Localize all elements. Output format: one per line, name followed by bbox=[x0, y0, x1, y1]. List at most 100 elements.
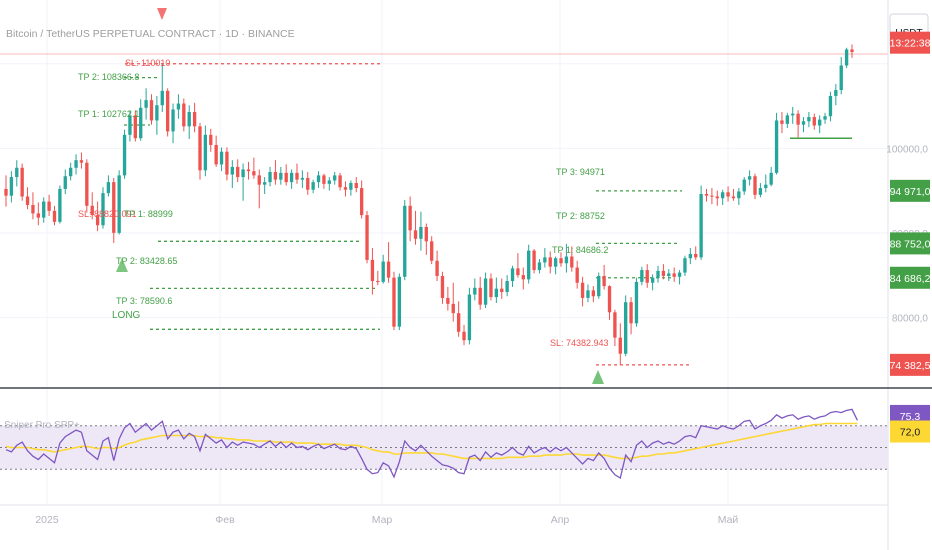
indicator-badges: 75,3 72,0 bbox=[890, 404, 930, 443]
candle-body bbox=[4, 188, 8, 196]
candle-body bbox=[354, 182, 358, 189]
candle-body bbox=[527, 250, 531, 280]
candle-body bbox=[839, 65, 843, 91]
candle-body bbox=[489, 278, 493, 298]
candle-body bbox=[500, 288, 504, 293]
candle-body bbox=[586, 290, 590, 298]
candle-body bbox=[774, 120, 779, 173]
candle-body bbox=[85, 162, 89, 206]
candle-body bbox=[176, 103, 181, 110]
candle-body bbox=[36, 213, 41, 218]
candle-body bbox=[704, 193, 709, 196]
candle-body bbox=[742, 179, 746, 192]
candle-body bbox=[435, 260, 439, 276]
candle-body bbox=[284, 172, 288, 183]
price-badge-text-0: 13:22:38 bbox=[890, 38, 931, 50]
sl-label-trade1b: SL: 88820.091 bbox=[78, 209, 137, 219]
time-axis[interactable]: 2025 Фев Мар Апр Май bbox=[35, 514, 738, 526]
candle-body bbox=[807, 117, 811, 122]
candle-body bbox=[42, 201, 46, 218]
candle-body bbox=[629, 302, 633, 324]
time-label-2: Мар bbox=[372, 514, 393, 526]
candle-body bbox=[602, 275, 606, 287]
candle-body bbox=[430, 241, 434, 261]
time-label-3: Апр bbox=[551, 514, 570, 526]
sl-label-trade3: SL: 74382.943 bbox=[550, 338, 609, 348]
candle-body bbox=[624, 302, 628, 354]
symbol-title: Bitcoin / TetherUS PERPETUAL CONTRACT · … bbox=[6, 28, 295, 40]
scale-label-2: 80000,0 bbox=[892, 313, 929, 324]
candle-body bbox=[694, 253, 698, 258]
candle-body bbox=[494, 288, 499, 298]
indicator-band-fill bbox=[0, 425, 888, 470]
buy-signal-arrow-icon bbox=[592, 370, 604, 384]
candle-body bbox=[796, 113, 800, 125]
price-badge-2 bbox=[890, 232, 930, 255]
candle-body bbox=[58, 188, 62, 222]
candle-body bbox=[553, 258, 558, 267]
price-gridlines bbox=[0, 0, 888, 505]
candle-body bbox=[726, 192, 730, 197]
candle-body bbox=[74, 160, 78, 168]
candle-body bbox=[505, 281, 509, 293]
candle-body bbox=[101, 193, 105, 226]
candle-body bbox=[753, 176, 757, 195]
candle-body bbox=[591, 290, 596, 297]
tp1-label-trade2: TP 1: 88999 bbox=[124, 209, 173, 219]
indicator-pane bbox=[0, 408, 888, 480]
candle-body bbox=[769, 172, 773, 185]
candle-body bbox=[823, 116, 827, 120]
indicator-badge-text-1: 72,0 bbox=[900, 427, 921, 439]
candle-body bbox=[478, 287, 482, 305]
candle-body bbox=[230, 166, 234, 175]
tp1-label-trade1: TP 1: 102762.1 bbox=[78, 109, 139, 119]
candle-body bbox=[165, 90, 170, 132]
candle-body bbox=[187, 111, 191, 127]
sl-label-trade1: SL: 110010 bbox=[125, 58, 170, 68]
indicator-badge-text-0: 75,3 bbox=[900, 411, 921, 423]
candle-body bbox=[381, 261, 385, 282]
candle-body bbox=[90, 205, 94, 216]
candle-body bbox=[473, 287, 477, 295]
price-badges: 13:22:38 94 971,0 88 752,0 84 686,2 74 382,5 bbox=[890, 31, 931, 376]
candle-body bbox=[440, 275, 445, 298]
candle-body bbox=[419, 226, 423, 239]
candle-body bbox=[300, 177, 305, 180]
candle-body bbox=[214, 144, 218, 165]
candle-body bbox=[532, 250, 536, 271]
candle-body bbox=[834, 90, 838, 96]
candle-body bbox=[316, 175, 321, 183]
indicator-label: Sniper Pro SPP+ bbox=[4, 420, 80, 431]
candle-body bbox=[451, 303, 455, 314]
candle-body bbox=[667, 273, 671, 276]
candle-body bbox=[408, 205, 412, 231]
price-badge-text-1: 94 971,0 bbox=[890, 186, 931, 198]
candle-body bbox=[570, 256, 574, 268]
candle-body bbox=[171, 109, 175, 132]
price-badge-text-4: 74 382,5 bbox=[890, 360, 931, 372]
candle-body bbox=[510, 268, 515, 282]
candle-body bbox=[661, 270, 666, 276]
tp2-label-trade2: TP 2: 83428.65 bbox=[116, 256, 177, 266]
candle-body bbox=[758, 188, 763, 195]
candle-body bbox=[424, 226, 428, 242]
candlestick-series bbox=[4, 44, 854, 365]
candle-body bbox=[801, 121, 806, 125]
candle-body bbox=[279, 172, 283, 180]
candle-body bbox=[392, 277, 396, 327]
candle-body bbox=[446, 297, 450, 304]
candle-body bbox=[9, 177, 14, 196]
candle-body bbox=[812, 117, 816, 126]
candle-body bbox=[710, 195, 714, 197]
rsi-line bbox=[5, 408, 858, 480]
candle-body bbox=[349, 182, 353, 190]
candle-body bbox=[198, 126, 202, 171]
candle-body bbox=[403, 205, 407, 277]
candle-body bbox=[462, 331, 466, 341]
candle-body bbox=[397, 276, 402, 327]
candle-body bbox=[322, 175, 326, 184]
price-badge-0 bbox=[890, 31, 930, 54]
candle-body bbox=[160, 90, 164, 106]
candle-body bbox=[68, 167, 73, 177]
